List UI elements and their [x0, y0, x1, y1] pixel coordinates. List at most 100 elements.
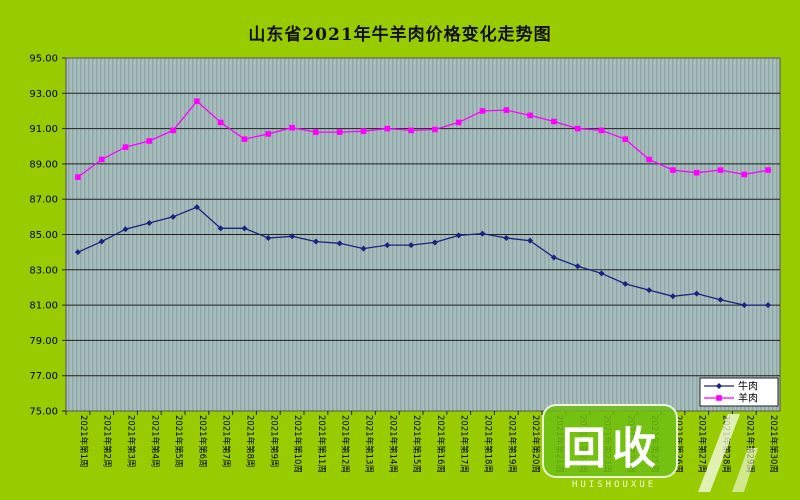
data-point	[455, 232, 462, 239]
data-point	[646, 156, 652, 163]
watermark-subtext: HUISHOUXUE	[572, 480, 657, 490]
watermark-slash-icon	[698, 414, 758, 492]
y-axis: 75.00 77.00 79.00 81.00 83.00 85.00 87.00 89.00…	[29, 54, 66, 418]
y-tick-label: 87.00	[29, 195, 58, 206]
data-point	[503, 235, 510, 242]
data-point	[122, 144, 129, 150]
data-point	[98, 238, 105, 245]
data-point	[503, 107, 510, 113]
data-point	[408, 127, 414, 134]
data-point	[241, 225, 248, 232]
data-point	[598, 127, 605, 134]
series-line	[77, 100, 769, 178]
data-point	[384, 125, 391, 132]
data-point	[241, 136, 248, 142]
data-point	[432, 126, 438, 133]
data-point	[336, 129, 343, 135]
data-point	[360, 128, 367, 135]
watermark-badge: 回收	[542, 404, 678, 478]
x-tick-label: 2021年第5周	[173, 415, 184, 468]
data-point	[741, 302, 748, 309]
y-tick-label: 93.00	[29, 89, 58, 100]
x-tick-label: 2021年第30周	[768, 415, 779, 473]
x-tick-label: 2021年第27周	[697, 415, 708, 473]
x-tick-label: 2021年第20周	[530, 415, 541, 473]
x-tick-label: 2021年第2周	[102, 415, 113, 468]
x-tick-label: 2021年第11周	[316, 415, 327, 473]
data-point	[313, 129, 319, 135]
data-point	[217, 225, 224, 232]
x-tick-label: 2021年第6周	[197, 415, 208, 468]
y-tick-label: 85.00	[29, 230, 58, 241]
data-point	[384, 242, 391, 249]
series-line	[77, 206, 769, 306]
data-point	[336, 240, 343, 247]
data-point	[98, 156, 105, 163]
x-tick-label: 2021年第14周	[387, 415, 398, 473]
y-tick-label: 75.00	[29, 407, 58, 418]
y-tick-label: 95.00	[29, 54, 58, 65]
x-tick-label: 2021年第1周	[78, 415, 89, 468]
data-point	[75, 174, 81, 180]
data-point	[217, 119, 224, 126]
data-point	[765, 302, 772, 309]
x-tick-label: 2021年第8周	[245, 415, 256, 468]
x-tick-label: 2021年第26周	[673, 415, 684, 473]
x-tick-label: 2021年第13周	[364, 415, 375, 473]
y-tick-label: 79.00	[29, 336, 58, 347]
chart-title: 山东省2021年牛羊肉价格变化走势图	[248, 25, 552, 45]
x-tick-label: 2021年第17周	[459, 415, 470, 473]
data-point	[741, 171, 748, 178]
data-point	[622, 136, 629, 142]
data-point	[479, 108, 486, 114]
legend-marker	[716, 383, 722, 389]
data-point	[265, 131, 272, 137]
data-point	[622, 280, 629, 287]
watermark-text: 回收	[562, 423, 662, 474]
x-tick-label: 2021年第16周	[435, 415, 446, 473]
data-point	[765, 167, 771, 173]
legend-label: 牛肉	[738, 380, 758, 393]
data-point	[574, 263, 581, 270]
data-point	[550, 254, 557, 261]
data-point	[598, 270, 605, 277]
x-tick-label: 2021年第29周	[744, 415, 755, 473]
x-tick-label: 2021年第15周	[411, 415, 422, 473]
data-point	[574, 125, 581, 132]
data-point	[455, 119, 462, 126]
x-tick-label: 2021年第3周	[126, 415, 137, 468]
data-point	[194, 98, 200, 105]
data-point	[670, 167, 676, 173]
data-point	[193, 204, 200, 211]
data-point	[312, 238, 319, 245]
x-tick-label: 2021年第12周	[340, 415, 351, 473]
x-tick-label: 2021年第9周	[268, 415, 279, 468]
data-point	[479, 230, 486, 237]
data-point	[146, 138, 153, 144]
data-point	[527, 237, 534, 244]
data-point	[122, 226, 129, 233]
data-point	[265, 235, 272, 242]
y-tick-label: 91.00	[29, 124, 58, 135]
data-point	[170, 127, 176, 134]
watermark-logo: 回收 HUISHOUXUE	[542, 404, 682, 496]
series-group	[74, 98, 772, 309]
gridlines	[66, 92, 780, 377]
data-point	[551, 118, 557, 125]
data-point	[289, 233, 296, 240]
y-tick-label: 81.00	[29, 301, 58, 312]
data-point	[289, 124, 295, 131]
data-point	[717, 167, 724, 173]
data-point	[527, 112, 533, 119]
x-tick-label: 2021年第10周	[292, 415, 303, 473]
x-tick-label: 2021年第7周	[221, 415, 232, 468]
data-point	[408, 242, 415, 249]
y-tick-label: 83.00	[29, 265, 58, 276]
data-point	[717, 296, 724, 303]
data-point	[669, 293, 676, 300]
data-point	[431, 239, 438, 246]
legend-marker	[716, 395, 722, 401]
data-point	[146, 220, 153, 227]
